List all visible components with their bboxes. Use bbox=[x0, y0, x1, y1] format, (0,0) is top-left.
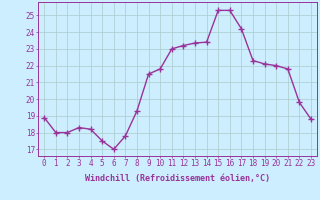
X-axis label: Windchill (Refroidissement éolien,°C): Windchill (Refroidissement éolien,°C) bbox=[85, 174, 270, 183]
